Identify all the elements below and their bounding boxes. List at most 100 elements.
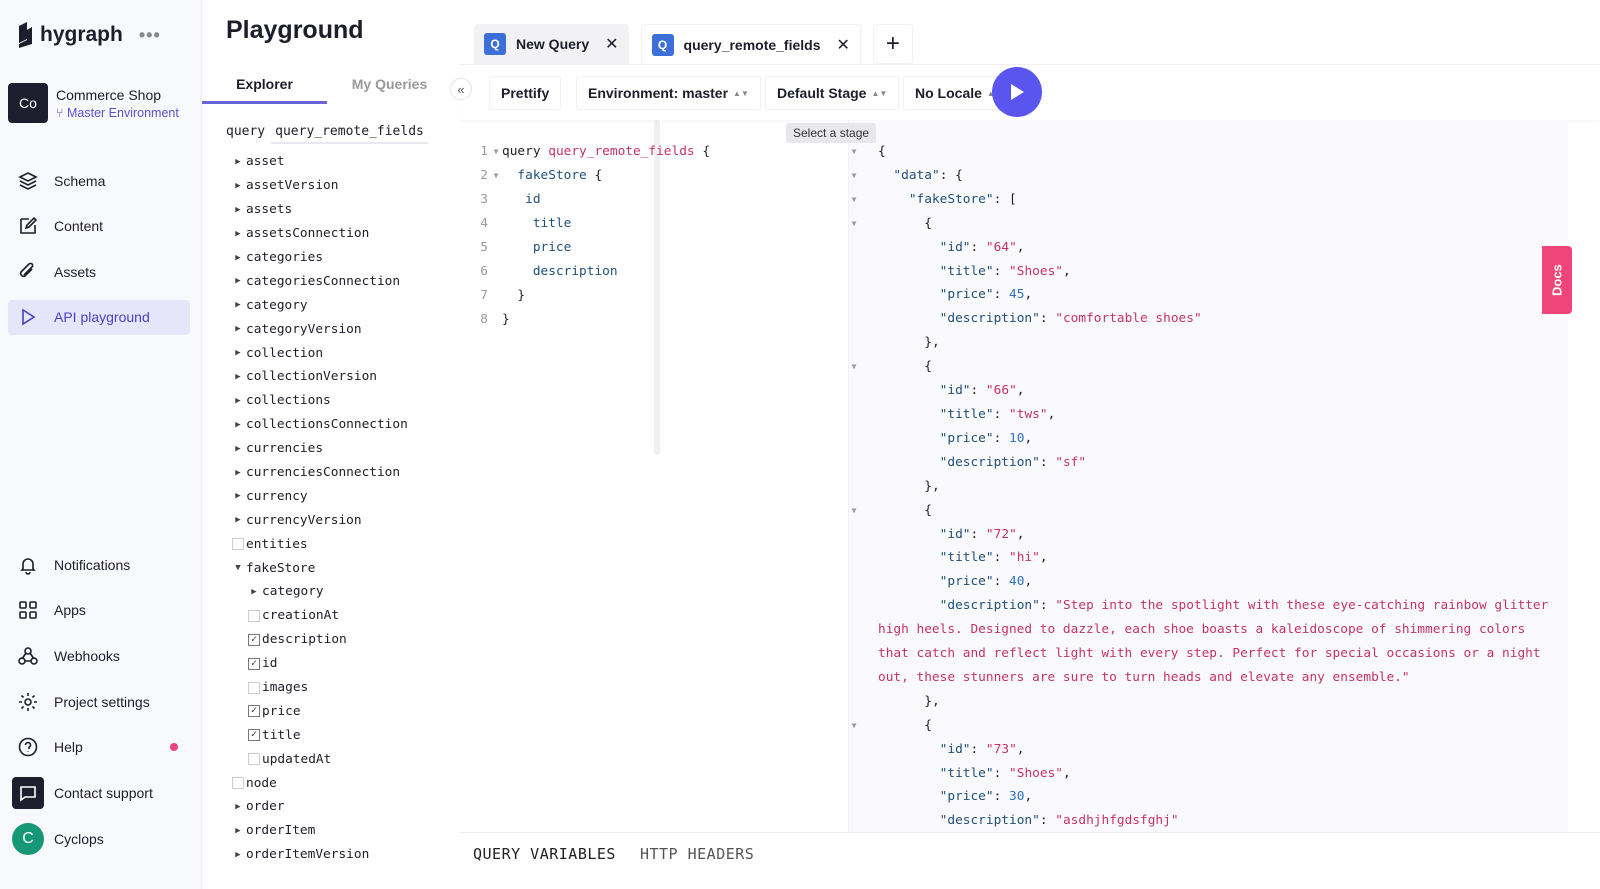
tree-item[interactable]: ▶ currencies (202, 437, 408, 461)
tree-item[interactable]: node (202, 771, 408, 795)
tree-item[interactable]: ▶ assets (202, 198, 408, 222)
tree-item[interactable]: ▶ asset (202, 150, 408, 174)
caret-right-icon[interactable]: ▶ (235, 825, 241, 836)
fold-icon[interactable]: ▼ (493, 147, 499, 157)
tree-item[interactable]: ▶ order (202, 795, 408, 819)
tree-item[interactable]: ▶ collectionVersion (202, 365, 408, 389)
tree-item[interactable]: ▶ currencyVersion (202, 508, 408, 532)
sidebar-item-help[interactable]: Help (8, 730, 190, 765)
tree-item[interactable]: ▶ currenciesConnection (202, 461, 408, 485)
tree-item[interactable]: ▶ categoriesConnection (202, 269, 408, 293)
caret-right-icon[interactable]: ▶ (235, 515, 241, 526)
tree-item[interactable]: ▶ orderItem (202, 819, 408, 843)
caret-right-icon[interactable]: ▶ (235, 300, 241, 311)
caret-right-icon[interactable]: ▶ (235, 180, 241, 191)
checkbox-checked[interactable]: ✓ (248, 729, 260, 742)
caret-right-icon[interactable]: ▶ (235, 156, 241, 167)
sidebar-item-notifications[interactable]: Notifications (8, 547, 190, 582)
tree-item[interactable]: ▶ categoryVersion (202, 317, 408, 341)
checkbox[interactable] (232, 777, 244, 790)
more-icon[interactable]: ••• (138, 24, 161, 45)
checkbox-checked[interactable]: ✓ (248, 705, 260, 718)
caret-right-icon[interactable]: ▶ (235, 324, 241, 335)
caret-right-icon[interactable]: ▶ (235, 204, 241, 215)
tree-item[interactable]: entities (202, 532, 408, 556)
fold-icon[interactable]: ▼ (851, 505, 857, 515)
tree-item[interactable]: ▶ collections (202, 389, 408, 413)
add-tab-button[interactable]: + (872, 24, 913, 64)
hygraph-logo[interactable]: hygraph ••• (16, 22, 161, 48)
tab-new-query[interactable]: Q New Query ✕ (474, 24, 629, 64)
caret-right-icon[interactable]: ▶ (235, 443, 241, 454)
tree-item[interactable]: ▶ orderItemVersion (202, 843, 408, 867)
checkbox[interactable] (248, 681, 260, 694)
tree-item[interactable]: ▼ fakeStore (202, 556, 408, 580)
caret-right-icon[interactable]: ▶ (235, 228, 241, 239)
checkbox[interactable] (248, 609, 260, 622)
caret-right-icon[interactable]: ▶ (235, 849, 241, 860)
project-switcher[interactable]: Co Commerce Shop ⑂ Master Environment (8, 83, 179, 123)
checkbox-checked[interactable]: ✓ (248, 633, 260, 646)
tree-item[interactable]: ▶ collectionsConnection (202, 413, 408, 437)
fold-icon[interactable]: ▼ (851, 170, 857, 180)
tab-query-variables[interactable]: QUERY VARIABLES (473, 845, 616, 863)
caret-right-icon[interactable]: ▶ (235, 419, 241, 430)
caret-right-icon[interactable]: ▶ (235, 467, 241, 478)
fold-icon[interactable]: ▼ (851, 218, 857, 228)
caret-right-icon[interactable]: ▶ (251, 586, 257, 597)
environment-select[interactable]: Environment: master ▲▼ (576, 76, 761, 110)
sidebar-item-content[interactable]: Content (8, 209, 190, 244)
tab-http-headers[interactable]: HTTP HEADERS (639, 845, 755, 863)
tree-item[interactable]: ▶ assetVersion (202, 174, 408, 198)
caret-right-icon[interactable]: ▶ (235, 801, 241, 812)
caret-right-icon[interactable]: ▶ (235, 395, 241, 406)
caret-right-icon[interactable]: ▶ (235, 491, 241, 502)
tab-explorer[interactable]: Explorer (202, 70, 327, 104)
query-name-input[interactable]: query_remote_fields (271, 124, 428, 144)
tree-item[interactable]: images (202, 676, 408, 700)
sidebar-item-apps[interactable]: Apps (8, 593, 190, 628)
fold-icon[interactable]: ▼ (851, 720, 857, 730)
fold-icon[interactable]: ▼ (851, 362, 857, 372)
tree-item[interactable]: updatedAt (202, 747, 408, 771)
tree-item[interactable]: ▶ category (202, 293, 408, 317)
tree-item[interactable]: ▶ categories (202, 246, 408, 270)
tree-item[interactable]: ▶ collection (202, 341, 408, 365)
tab-my-queries[interactable]: My Queries (351, 76, 428, 92)
fold-icon[interactable]: ▼ (851, 147, 857, 156)
run-query-button[interactable] (992, 67, 1042, 117)
sidebar-item-assets[interactable]: Assets (8, 254, 190, 289)
caret-right-icon[interactable]: ▶ (235, 252, 241, 263)
sidebar-item-project-settings[interactable]: Project settings (8, 684, 190, 719)
prettify-button[interactable]: Prettify (489, 76, 562, 110)
caret-right-icon[interactable]: ▶ (235, 276, 241, 287)
collapse-explorer-button[interactable]: « (450, 78, 472, 100)
fold-icon[interactable]: ▼ (851, 194, 857, 204)
checkbox[interactable] (232, 538, 244, 551)
docs-button[interactable]: Docs (1542, 246, 1572, 314)
close-icon[interactable]: ✕ (605, 36, 619, 53)
tree-item[interactable]: ▶ category (202, 580, 408, 604)
tree-item[interactable]: ✓ description (202, 628, 408, 652)
tree-item[interactable]: ✓ title (202, 723, 408, 747)
checkbox-checked[interactable]: ✓ (248, 657, 260, 670)
close-icon[interactable]: ✕ (836, 36, 850, 54)
sidebar-item-api-playground[interactable]: API playground (8, 299, 190, 335)
tree-item[interactable]: ✓ id (202, 652, 408, 676)
sidebar-item-webhooks[interactable]: Webhooks (8, 638, 190, 673)
checkbox[interactable] (248, 753, 260, 766)
environment-link[interactable]: ⑂ Master Environment (56, 106, 179, 120)
sidebar-item-contact-support[interactable]: Contact support (8, 776, 190, 811)
explorer-scrollbar[interactable] (654, 120, 660, 455)
tree-item[interactable]: ✓ price (202, 699, 408, 723)
query-editor[interactable]: 1 ▼ query query_remote_fields {2 ▼ fakeStor… (460, 140, 848, 331)
tree-item[interactable]: ▶ currency (202, 484, 408, 508)
sidebar-item-cyclops[interactable]: C Cyclops (8, 821, 190, 856)
fold-icon[interactable]: ▼ (493, 171, 499, 181)
tree-item[interactable]: creationAt (202, 604, 408, 628)
caret-down-icon[interactable]: ▼ (235, 563, 241, 574)
tree-item[interactable]: ▶ assetsConnection (202, 222, 408, 246)
caret-right-icon[interactable]: ▶ (235, 371, 241, 382)
sidebar-item-schema[interactable]: Schema (8, 163, 190, 198)
